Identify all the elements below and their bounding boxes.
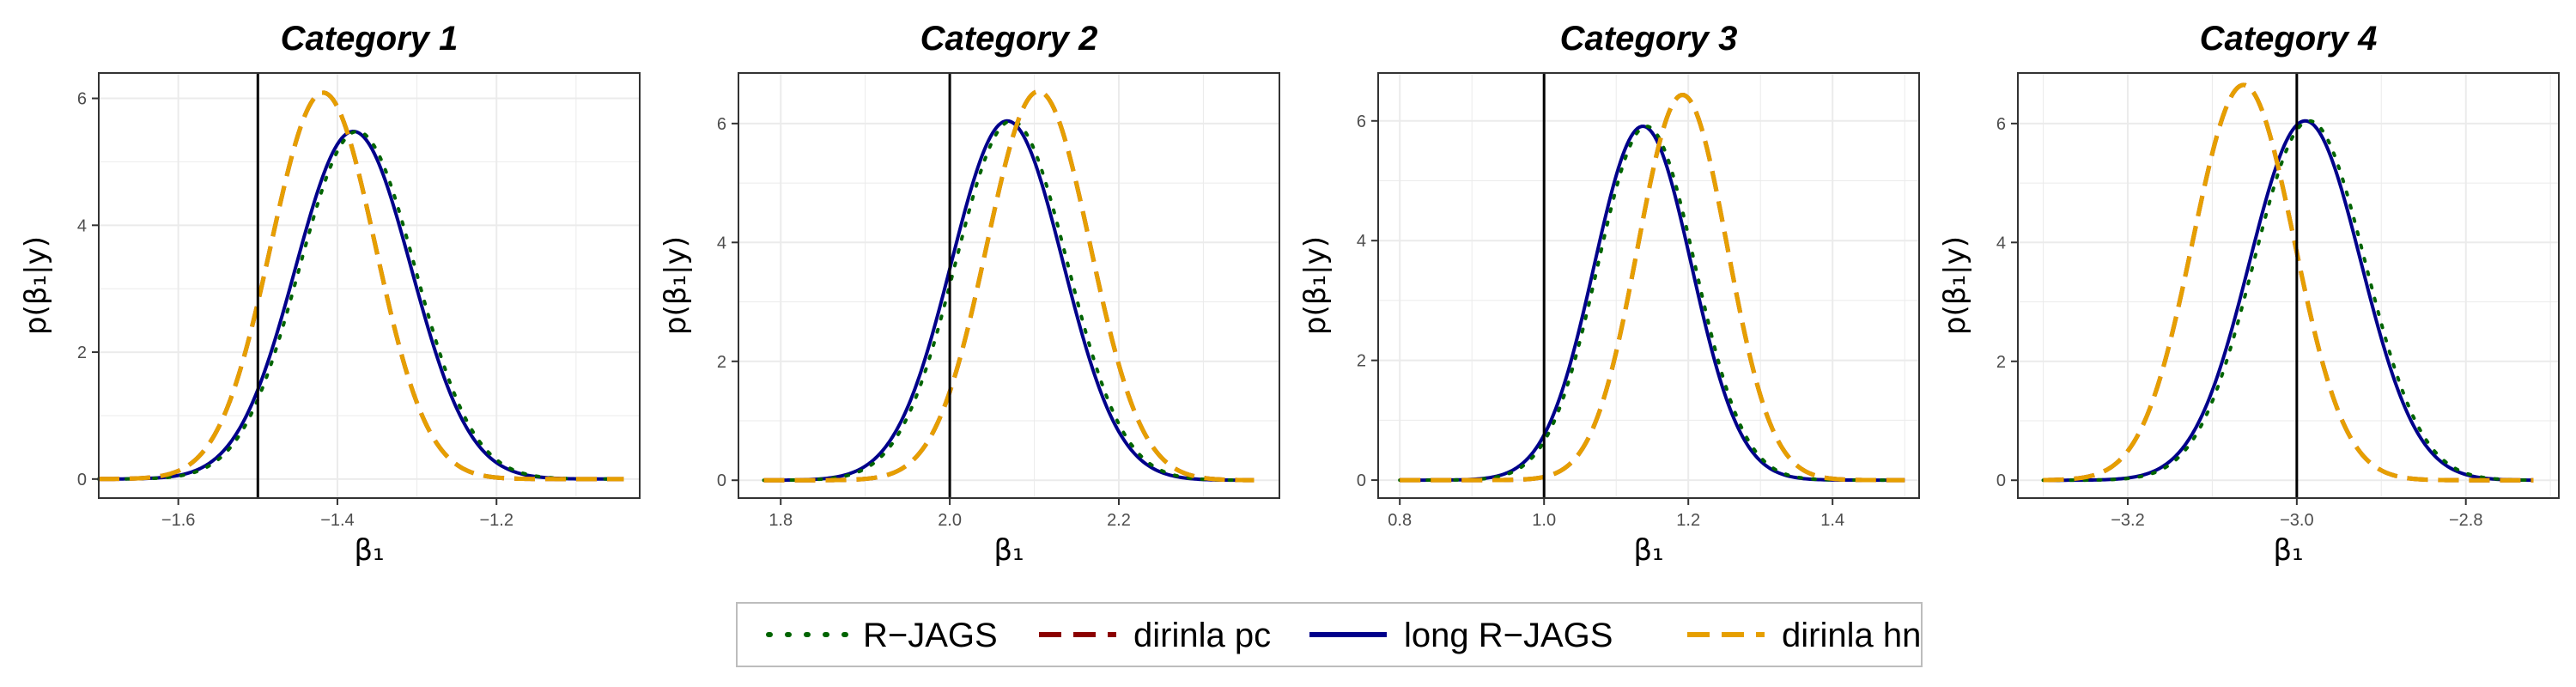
panel-border [738,72,1280,499]
y-tick-label: 4 [717,234,726,252]
legend-label: dirinla pc [1133,617,1271,654]
panel-background [99,73,640,498]
x-tick-label: −3.2 [2111,511,2144,530]
legend-item: R−JAGS [766,617,998,654]
legend: R−JAGS dirinla pc long R−JAGS dirinla hn [736,602,1923,667]
legend-label: dirinla hn [1782,617,1921,654]
legend-item: dirinla pc [1039,617,1271,654]
series-line-dirinla-hn [98,90,624,482]
x-tick-label: −2.8 [2449,511,2482,530]
legend-label: long R−JAGS [1404,617,1613,654]
x-tick-label: 1.2 [1676,511,1700,530]
series-line-r-jags [2041,119,2536,483]
series-line-dirinla-hn [763,89,1255,483]
x-tick-label: 2.0 [938,511,962,530]
chart-panel-3: 0.8 1.0 1.2 1.4 0 2 4 6 Category 3 β₁ p(β₁|y) [1298,20,1920,568]
x-tick-label: −1.6 [161,511,195,530]
x-axis-label: β₁ [993,533,1024,568]
panel-background [738,73,1279,498]
series-line-r-jags [1398,125,1907,483]
series-line-r-jags [762,119,1256,483]
y-tick-label: 0 [717,471,726,490]
x-tick-label: 1.0 [1532,511,1556,530]
x-axis-label: β₁ [1633,533,1663,568]
panel-title: Category 1 [281,20,459,58]
legend-label: R−JAGS [863,617,998,654]
y-tick-label: 0 [1996,471,2006,490]
y-tick-label: 2 [717,353,726,372]
x-tick-label: 2.2 [1107,511,1131,530]
y-tick-label: 4 [1357,232,1366,251]
legend-item: dirinla hn [1687,617,1921,654]
y-tick-label: 4 [1996,234,2006,252]
x-tick-label: −1.4 [320,511,354,530]
y-axis-label: p(β₁|y) [1298,236,1333,335]
chart-panel-1: −1.6 −1.4 −1.2 0 2 4 6 Category 1 β₁ p(β₁|y) [19,20,641,568]
panel-border [2017,72,2560,499]
y-axis-label: p(β₁|y) [19,236,53,335]
chart-panel-4: −3.2 −3.0 −2.8 0 2 4 6 Category 4 β₁ p(β₁|y) [1938,20,2560,568]
panel-title: Category 4 [2200,20,2378,58]
panel-border [98,72,641,499]
y-tick-label: 6 [77,90,87,109]
series-line-dirinla-hn [1400,93,1905,483]
panel-title: Category 3 [1560,20,1738,58]
x-tick-label: −1.2 [479,511,513,530]
y-tick-label: 2 [1357,352,1366,371]
y-tick-label: 2 [77,344,87,362]
x-tick-label: −3.0 [2280,511,2313,530]
y-tick-label: 6 [717,115,726,134]
y-tick-label: 0 [77,471,87,489]
panel-background [1378,73,1919,498]
x-tick-label: 1.8 [769,511,793,530]
y-tick-label: 6 [1357,112,1366,131]
panel-border [1377,72,1920,499]
y-tick-label: 4 [77,216,87,235]
series-line-dirinla-hn [2043,82,2534,483]
y-tick-label: 6 [1996,115,2006,134]
y-axis-label: p(β₁|y) [1938,236,1972,335]
legend-item: long R−JAGS [1309,617,1613,654]
chart-panel-2: 1.8 2.0 2.2 0 2 4 6 Category 2 β₁ p(β₁|y) [659,20,1280,568]
series-line-r-jags [97,129,626,481]
y-tick-label: 2 [1996,353,2006,372]
panel-title: Category 2 [920,20,1098,58]
x-axis-label: β₁ [354,533,384,568]
x-axis-label: β₁ [2273,533,2303,568]
y-tick-label: 0 [1357,471,1366,490]
y-axis-label: p(β₁|y) [659,236,693,335]
x-tick-label: 1.4 [1820,511,1844,530]
x-tick-label: 0.8 [1388,511,1412,530]
panel-background [2018,73,2559,498]
